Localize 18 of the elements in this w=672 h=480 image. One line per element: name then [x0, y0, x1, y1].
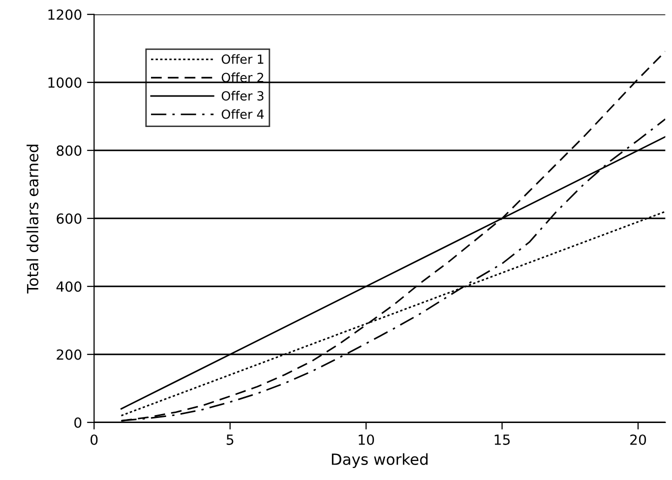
x-axis-title: Days worked — [332, 453, 428, 468]
legend-label: Offer 4 — [222, 109, 264, 119]
x-tick-label: 20 — [630, 434, 646, 445]
legend-label: Offer 3 — [222, 90, 264, 101]
y-tick-label: 400 — [56, 281, 82, 292]
y-tick-label: 1200 — [48, 9, 82, 20]
y-tick-label: 1000 — [48, 77, 82, 88]
legend-label: Offer 2 — [222, 72, 264, 82]
y-tick-label: 800 — [56, 145, 82, 156]
legend-label: Offer 1 — [222, 54, 264, 64]
y-tick-label: 600 — [56, 213, 82, 224]
x-tick-label: 10 — [358, 434, 374, 445]
y-axis-title: Total dollars earned — [26, 144, 38, 294]
y-tick-label: 200 — [56, 349, 82, 360]
y-tick-label: 0 — [74, 417, 82, 428]
x-tick-label: 15 — [494, 434, 510, 445]
x-tick-label: 5 — [226, 434, 234, 445]
x-tick-label: 0 — [90, 434, 98, 445]
